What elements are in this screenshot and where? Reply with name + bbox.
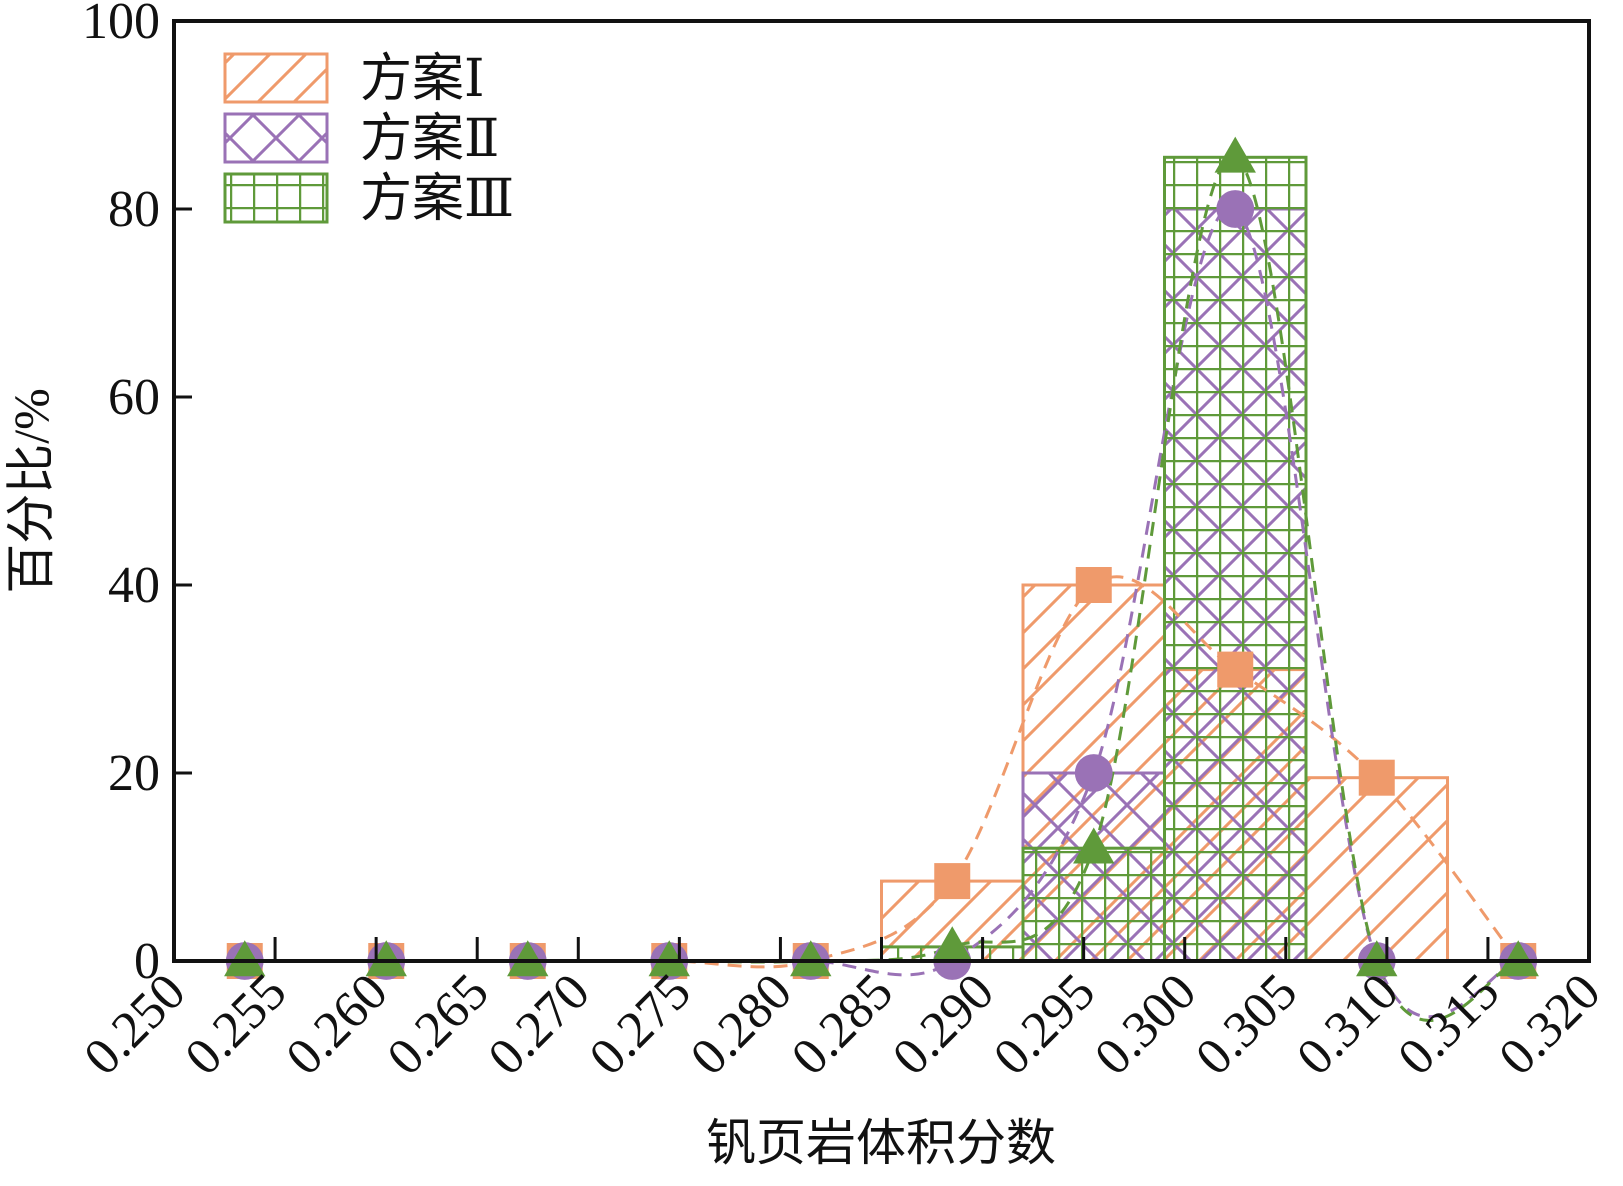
legend-label: 方案Ⅲ xyxy=(360,171,514,228)
histogram-bar xyxy=(1304,776,1449,963)
x-tick-label: 0.300 xyxy=(1084,963,1207,1086)
legend-swatch xyxy=(223,52,329,104)
y-tick-label: 80 xyxy=(108,181,160,238)
marker xyxy=(1075,567,1112,603)
x-tick-label: 0.270 xyxy=(478,963,601,1086)
marker xyxy=(648,940,690,977)
x-tick-label: 0.265 xyxy=(377,963,500,1086)
y-tick-label: 0 xyxy=(134,933,160,990)
marker xyxy=(224,940,266,977)
marker xyxy=(1356,940,1398,977)
x-tick-label: 0.310 xyxy=(1286,963,1409,1086)
marker xyxy=(931,926,973,963)
marker xyxy=(1073,827,1115,864)
x-tick-label: 0.280 xyxy=(680,963,803,1086)
legend-label: 方案Ⅱ xyxy=(360,111,499,168)
marker xyxy=(790,940,832,977)
x-tick-label: 0.315 xyxy=(1387,963,1510,1086)
histogram-bar xyxy=(1163,155,1308,963)
x-axis-label: 钒页岩体积分数 xyxy=(706,1115,1056,1171)
marker xyxy=(1074,754,1113,792)
x-tick-label: 0.260 xyxy=(276,963,399,1086)
x-tick-label: 0.285 xyxy=(781,963,904,1086)
marker xyxy=(1217,651,1254,688)
marker xyxy=(1216,190,1255,228)
x-tick-label: 0.305 xyxy=(1185,963,1308,1086)
x-tick-label: 0.295 xyxy=(983,963,1106,1086)
marker xyxy=(1358,759,1395,796)
marker xyxy=(365,940,407,977)
y-axis-label: 百分比/% xyxy=(3,388,59,594)
marker xyxy=(934,863,971,900)
y-tick-label: 40 xyxy=(108,557,160,614)
marker xyxy=(507,940,549,977)
legend-label: 方案Ⅰ xyxy=(360,51,485,108)
x-tick-label: 0.290 xyxy=(882,963,1005,1086)
y-tick-label: 20 xyxy=(108,745,160,802)
y-tick-label: 100 xyxy=(82,0,160,50)
x-tick-label: 0.255 xyxy=(175,963,298,1086)
x-tick-label: 0.320 xyxy=(1488,963,1611,1086)
histogram-bar xyxy=(1021,846,1166,963)
plot-area xyxy=(224,136,1539,1023)
y-tick-label: 60 xyxy=(108,369,160,426)
legend-swatch xyxy=(223,172,329,224)
marker xyxy=(1497,940,1539,977)
x-tick-label: 0.275 xyxy=(579,963,702,1086)
legend-swatch xyxy=(223,112,329,164)
marker xyxy=(1214,136,1256,173)
